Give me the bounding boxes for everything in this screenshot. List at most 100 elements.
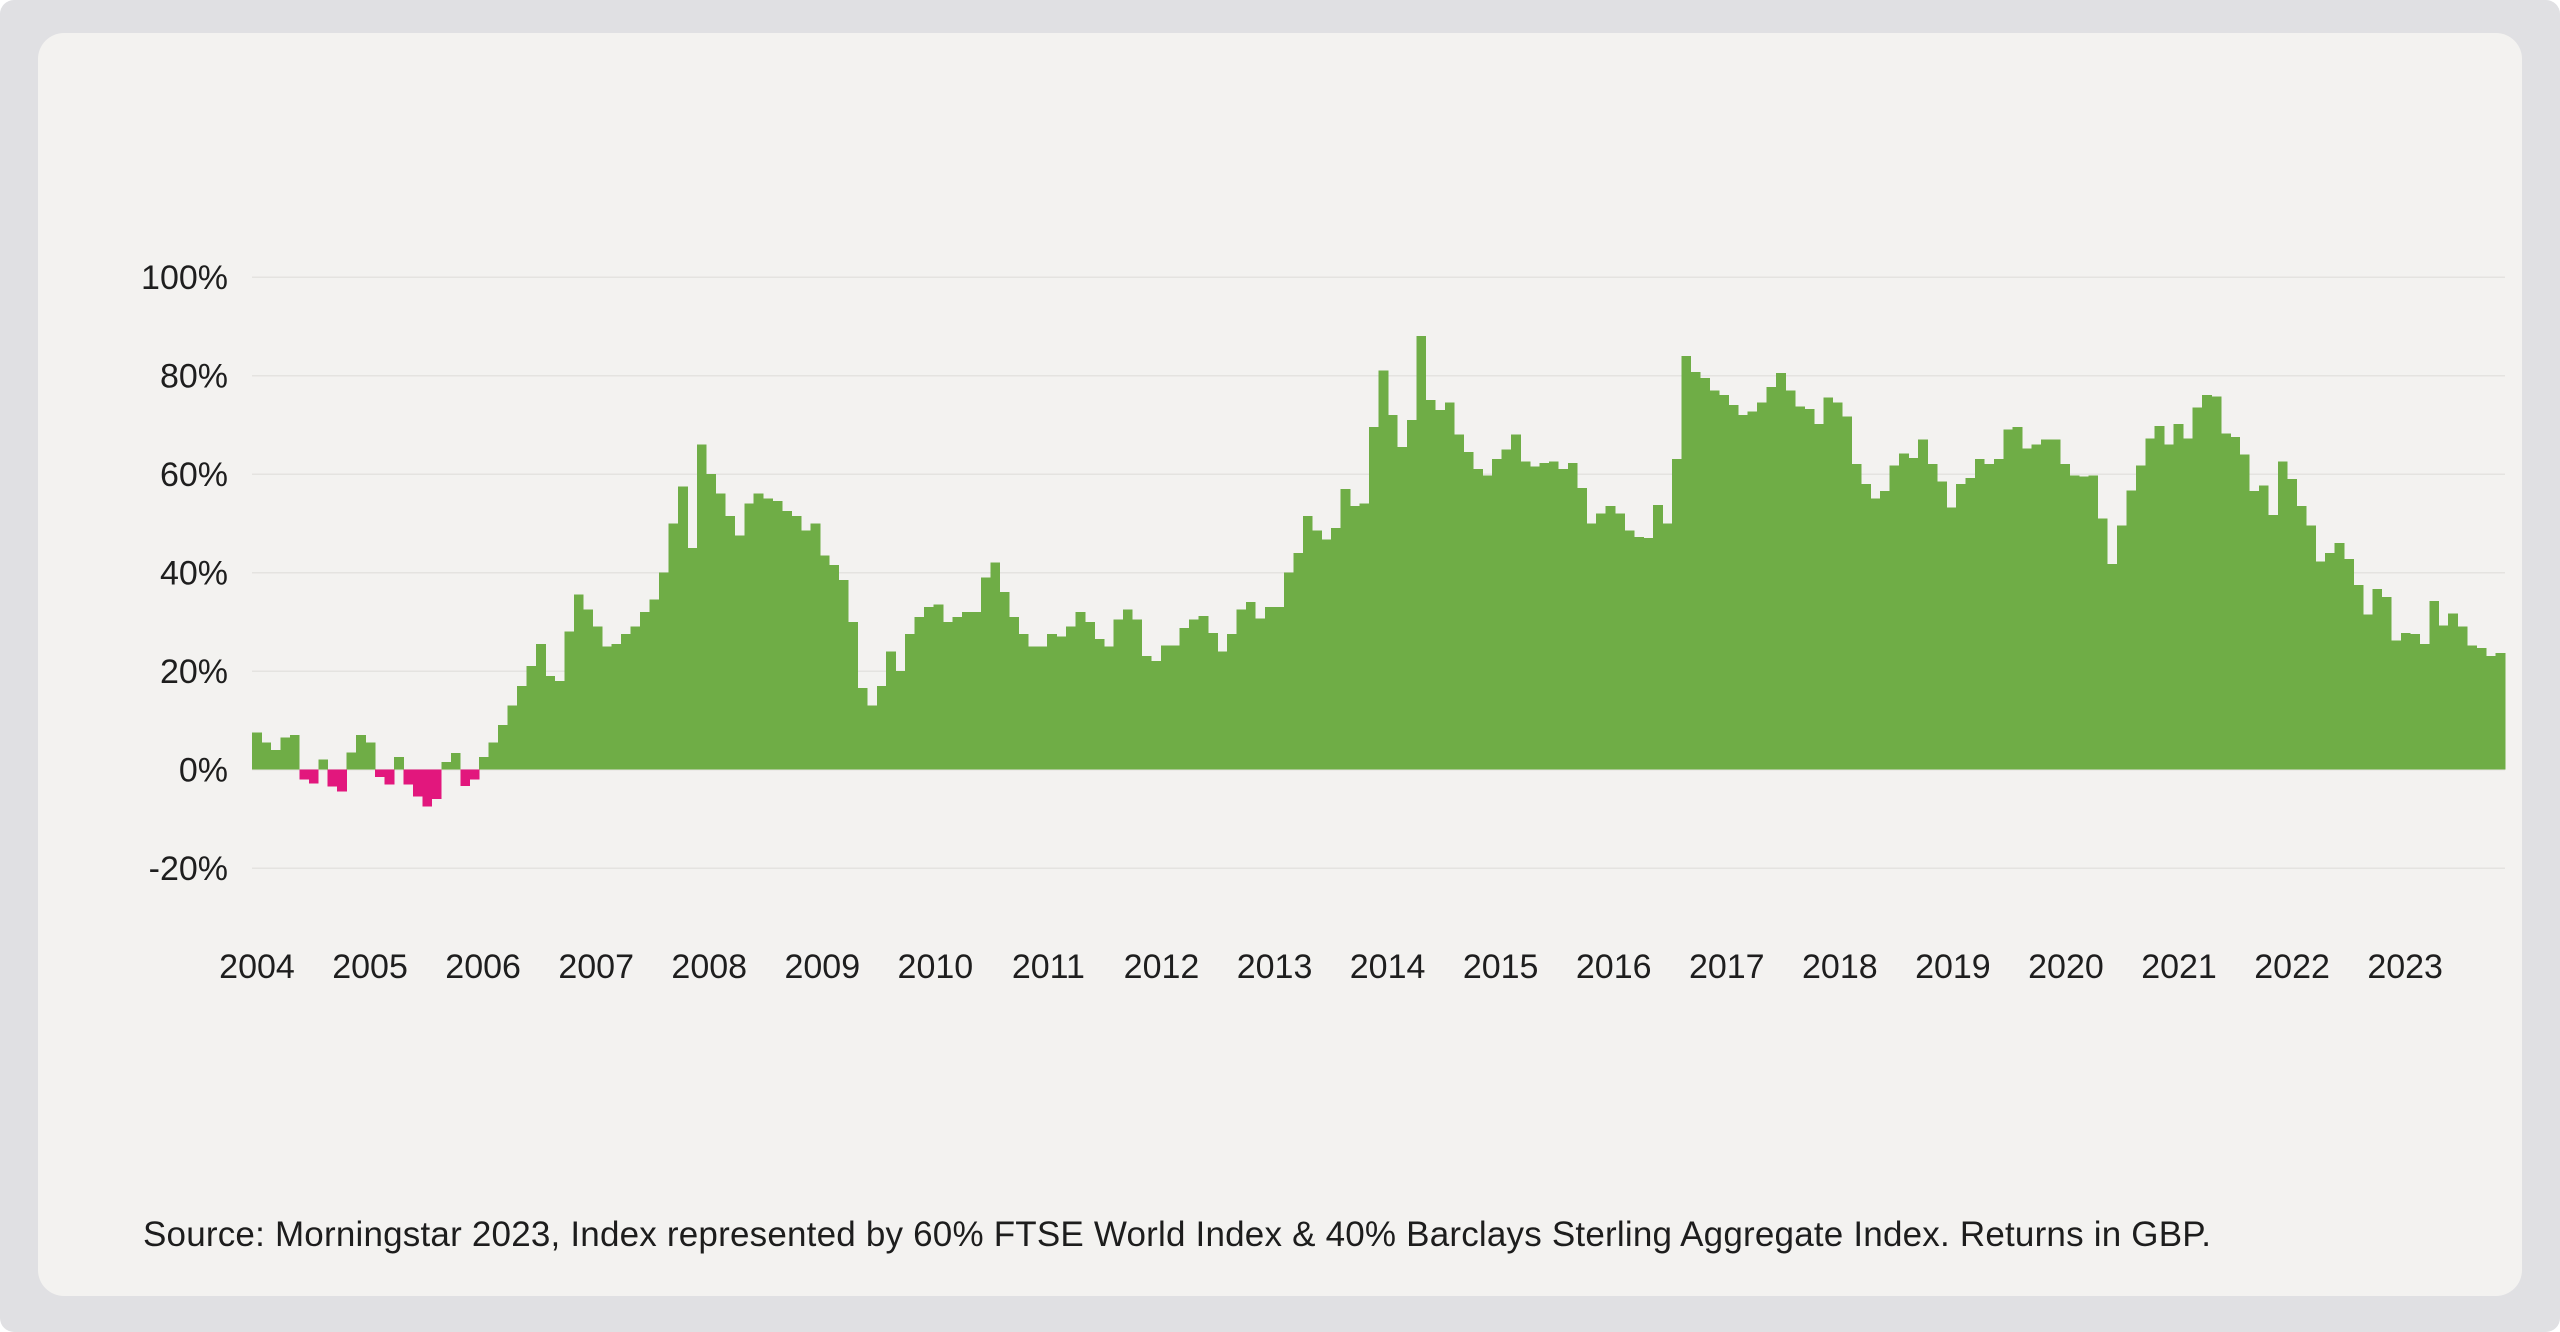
bar-positive	[611, 643, 622, 770]
bar-positive	[1880, 491, 1890, 770]
bar-positive	[933, 604, 944, 770]
bar-positive	[952, 616, 963, 770]
bar-positive	[1993, 459, 2004, 770]
y-tick-label: 0%	[179, 752, 228, 790]
bar-positive	[1406, 419, 1417, 770]
bar-positive	[1293, 552, 1304, 770]
bar-positive	[1189, 619, 1199, 770]
bar-positive	[1851, 464, 1862, 770]
bar-positive	[1567, 463, 1578, 770]
bar-positive	[1151, 661, 1162, 770]
bar-positive	[2381, 597, 2392, 770]
bar-positive	[1548, 461, 1559, 770]
bar-positive	[1653, 505, 1663, 770]
bar-positive	[1113, 619, 1124, 770]
bar-positive	[1264, 606, 1275, 770]
bar-negative	[469, 769, 480, 780]
bar-positive	[999, 592, 1010, 770]
bar-positive	[592, 626, 603, 770]
bar-positive	[1463, 451, 1474, 770]
bar-negative	[403, 769, 414, 785]
bar-positive	[545, 675, 556, 770]
bar-positive	[763, 498, 773, 770]
bar-positive	[1283, 572, 1294, 770]
bar-positive	[1245, 602, 1256, 770]
bar-positive	[346, 752, 357, 770]
bar-positive	[1974, 459, 1985, 770]
bar-positive	[867, 705, 878, 770]
bar-positive	[2060, 464, 2070, 770]
bar-positive	[696, 444, 707, 770]
x-tick-label: 2016	[1576, 948, 1652, 986]
bar-positive	[2202, 395, 2212, 770]
bar-positive	[1937, 481, 1947, 770]
bar-positive	[924, 606, 934, 770]
bar-positive	[2391, 640, 2402, 770]
bar-positive	[706, 474, 717, 770]
bar-positive	[1416, 336, 1427, 770]
bar-negative	[460, 769, 471, 787]
bar-positive	[2495, 652, 2506, 770]
bar-positive	[914, 616, 925, 770]
bar-positive	[971, 611, 982, 770]
bar-positive	[2022, 448, 2032, 770]
bar-positive	[1908, 458, 1919, 770]
bar-positive	[498, 725, 508, 770]
bar-positive	[1047, 634, 1057, 770]
bar-positive	[1009, 616, 1020, 770]
bar-positive	[857, 688, 868, 770]
bar-positive	[2353, 584, 2364, 770]
x-tick-label: 2022	[2254, 948, 2330, 986]
bar-positive	[1435, 409, 1446, 770]
bar-positive	[1425, 400, 1436, 770]
bar-positive	[838, 579, 849, 770]
bar-positive	[772, 501, 783, 770]
bar-positive	[1747, 411, 1758, 770]
x-tick-label: 2010	[898, 948, 974, 986]
bar-positive	[2012, 427, 2023, 770]
bar-positive	[1690, 372, 1701, 770]
bar-positive	[734, 535, 745, 770]
bar-negative	[299, 769, 310, 780]
bar-positive	[2069, 475, 2080, 770]
bar-positive	[791, 515, 802, 770]
bar-positive	[2372, 588, 2383, 770]
x-tick-label: 2013	[1237, 948, 1313, 986]
bar-positive	[1662, 523, 1673, 770]
bar-positive	[441, 762, 452, 770]
bar-positive	[1899, 453, 1909, 770]
bar-positive	[1387, 414, 1398, 770]
x-tick-label: 2019	[1915, 948, 1991, 986]
x-tick-label: 2015	[1463, 948, 1539, 986]
bar-positive	[1170, 645, 1181, 770]
bar-positive	[2258, 485, 2269, 770]
bar-positive	[1350, 506, 1360, 770]
bar-positive	[1103, 646, 1114, 770]
bar-positive	[365, 742, 376, 770]
bar-positive	[2135, 465, 2146, 770]
bar-positive	[1302, 515, 1313, 770]
bar-positive	[1586, 523, 1597, 770]
bar-positive	[980, 577, 991, 770]
bar-positive	[640, 611, 650, 770]
bar-positive	[1709, 390, 1720, 770]
bar-positive	[2467, 645, 2477, 770]
bar-positive	[2400, 633, 2411, 770]
x-tick-label: 2006	[445, 948, 521, 986]
y-tick-label: 20%	[160, 653, 228, 691]
bar-positive	[270, 749, 281, 770]
bar-positive	[1955, 483, 1966, 770]
bar-positive	[2221, 433, 2231, 770]
bar-positive	[2173, 423, 2184, 770]
bar-positive	[2107, 564, 2118, 770]
y-tick-label: -20%	[149, 850, 228, 888]
bar-positive	[961, 611, 972, 770]
bar-positive	[1075, 611, 1086, 770]
bar-positive	[905, 634, 915, 770]
bar-positive	[810, 523, 821, 770]
bar-positive	[602, 646, 613, 770]
bar-positive	[2079, 476, 2089, 770]
bar-positive	[1605, 506, 1616, 770]
bar-positive	[1369, 427, 1379, 770]
bar-positive	[1766, 386, 1777, 770]
